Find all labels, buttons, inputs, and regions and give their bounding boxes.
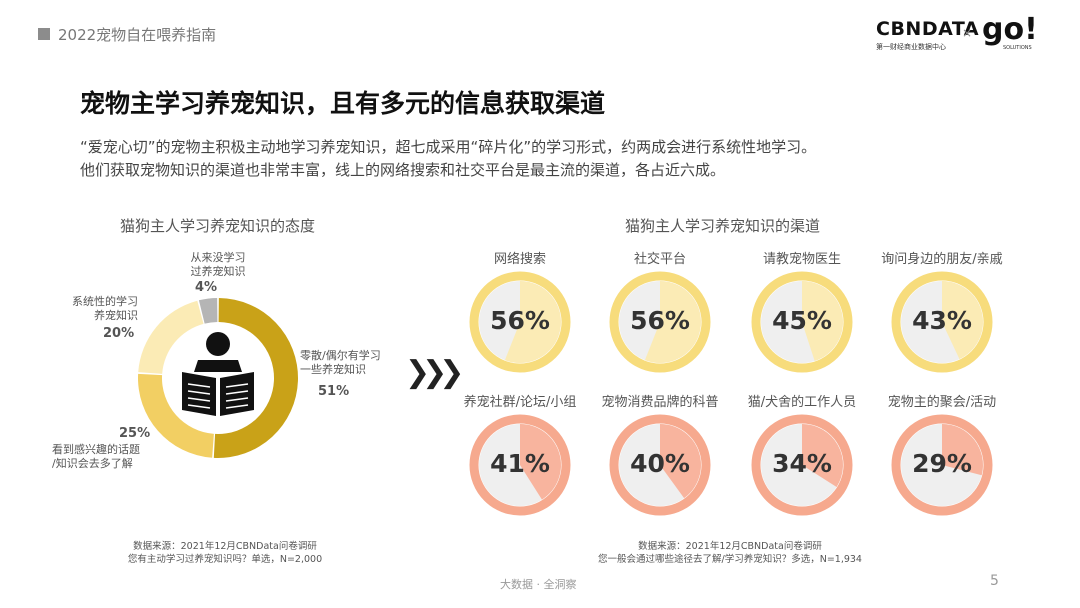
donut-label-systematic-line1: 系统性的学习 bbox=[72, 295, 138, 308]
cbndata-logo: CBNDATA bbox=[876, 18, 980, 40]
channel-value-sector bbox=[644, 281, 701, 363]
channel-percent: 43% bbox=[912, 306, 972, 335]
donut-pct-fragmented: 51% bbox=[318, 384, 350, 399]
left-source-note: 数据来源：2021年12月CBNData问卷调研 您有主动学习过养宠知识吗？单选… bbox=[95, 540, 355, 566]
donut-slice-never bbox=[198, 298, 218, 324]
page-title: 宠物主学习养宠知识，且有多元的信息获取渠道 bbox=[80, 89, 606, 118]
left-source-line2: 您有主动学习过养宠知识吗？单选，N=2,000 bbox=[127, 554, 323, 565]
channel-ring bbox=[609, 271, 711, 373]
cbndata-logo-subtitle: 第一财经商业数据中心 bbox=[876, 43, 946, 51]
channel-percent: 56% bbox=[490, 306, 550, 335]
donut-label-systematic: 系统性的学习 养宠知识 bbox=[60, 295, 138, 323]
channel-percent: 34% bbox=[772, 449, 832, 478]
channel-value-sector bbox=[802, 424, 843, 487]
left-source-line1: 数据来源：2021年12月CBNData问卷调研 bbox=[133, 541, 317, 552]
channel-percent: 40% bbox=[630, 449, 690, 478]
channel-ring bbox=[891, 271, 993, 373]
channel-value-sector bbox=[942, 281, 983, 360]
channel-value-sector bbox=[942, 424, 983, 476]
channel-ring bbox=[891, 414, 993, 516]
page-description: “爱宠心切”的宠物主积极主动地学习养宠知识，超七成采用“碎片化”的学习形式，约两… bbox=[80, 136, 816, 182]
channel-percent: 29% bbox=[912, 449, 972, 478]
donut-slice-interested bbox=[138, 373, 214, 458]
donut-pct-never: 4% bbox=[195, 280, 218, 295]
channel-percent: 56% bbox=[630, 306, 690, 335]
header-square-icon bbox=[38, 28, 50, 40]
right-source-note: 数据来源：2021年12月CBNData问卷调研 您一般会通过哪些途径去了解/学… bbox=[570, 540, 890, 566]
report-title: 2022宠物自在喂养指南 bbox=[58, 26, 217, 44]
footer-slogan: 大数据 · 全洞察 bbox=[500, 578, 577, 591]
donut-pct-interested: 25% bbox=[119, 426, 151, 441]
channel-value-sector bbox=[520, 424, 561, 500]
donut-label-never: 从来没学习 过养宠知识 bbox=[178, 251, 258, 279]
donut-label-never-line2: 过养宠知识 bbox=[190, 265, 246, 278]
donut-slice-systematic bbox=[138, 300, 204, 374]
channel-label: 宠物消费品牌的科普 bbox=[601, 395, 719, 410]
description-line-2: 他们获取宠物知识的渠道也非常丰富，线上的网络搜索和社交平台是最主流的渠道，各占近… bbox=[80, 161, 726, 179]
donut-label-interested: 看到感兴趣的话题 /知识会去多了解 bbox=[52, 443, 162, 471]
channel-label: 询问身边的朋友/亲戚 bbox=[881, 252, 1003, 267]
channel-label: 猫/犬舍的工作人员 bbox=[747, 395, 857, 410]
channel-label: 宠物主的聚会/活动 bbox=[887, 395, 997, 410]
channel-value-sector bbox=[660, 424, 701, 499]
logo-separator: × bbox=[962, 26, 973, 40]
donut-slice-fragmented bbox=[213, 298, 299, 458]
channel-label: 请教宠物医生 bbox=[762, 252, 841, 267]
donut-label-never-line1: 从来没学习 bbox=[190, 251, 246, 264]
person-reading-icon bbox=[182, 332, 254, 416]
channel-chart-title: 猫狗主人学习养宠知识的渠道 bbox=[625, 217, 821, 235]
channel-label: 社交平台 bbox=[633, 252, 686, 267]
channel-label: 网络搜索 bbox=[493, 252, 546, 267]
channel-value-sector bbox=[504, 281, 561, 363]
channel-ring bbox=[751, 271, 853, 373]
donut-label-systematic-line2: 养宠知识 bbox=[94, 309, 138, 322]
donut-pct-systematic: 20% bbox=[103, 326, 135, 341]
chevron-arrow-icon: ❯❯❯ bbox=[405, 355, 464, 390]
channel-ring bbox=[469, 414, 571, 516]
channel-percent: 41% bbox=[490, 449, 550, 478]
channel-value-sector bbox=[802, 281, 843, 361]
go-logo: go! bbox=[982, 12, 1038, 47]
donut-label-interested-line1: 看到感兴趣的话题 bbox=[52, 443, 140, 456]
attitude-chart-title: 猫狗主人学习养宠知识的态度 bbox=[120, 217, 316, 235]
donut-label-interested-line2: /知识会去多了解 bbox=[52, 457, 133, 470]
donut-label-fragmented-line2: 一些养宠知识 bbox=[300, 363, 366, 376]
description-line-1: “爱宠心切”的宠物主积极主动地学习养宠知识，超七成采用“碎片化”的学习形式，约两… bbox=[80, 138, 817, 156]
page-number: 5 bbox=[990, 573, 999, 589]
donut-label-fragmented: 零散/偶尔有学习 一些养宠知识 bbox=[300, 349, 400, 377]
channel-label: 养宠社群/论坛/小组 bbox=[463, 395, 577, 410]
right-source-line2: 您一般会通过哪些途径去了解/学习养宠知识？多选，N=1,934 bbox=[598, 554, 862, 565]
channel-percent: 45% bbox=[772, 306, 832, 335]
right-source-line1: 数据来源：2021年12月CBNData问卷调研 bbox=[638, 541, 822, 552]
channel-ring bbox=[469, 271, 571, 373]
go-logo-subtitle: SOLUTIONS bbox=[1003, 45, 1032, 51]
donut-label-fragmented-line1: 零散/偶尔有学习 bbox=[300, 349, 381, 362]
channel-ring bbox=[609, 414, 711, 516]
channel-ring bbox=[751, 414, 853, 516]
